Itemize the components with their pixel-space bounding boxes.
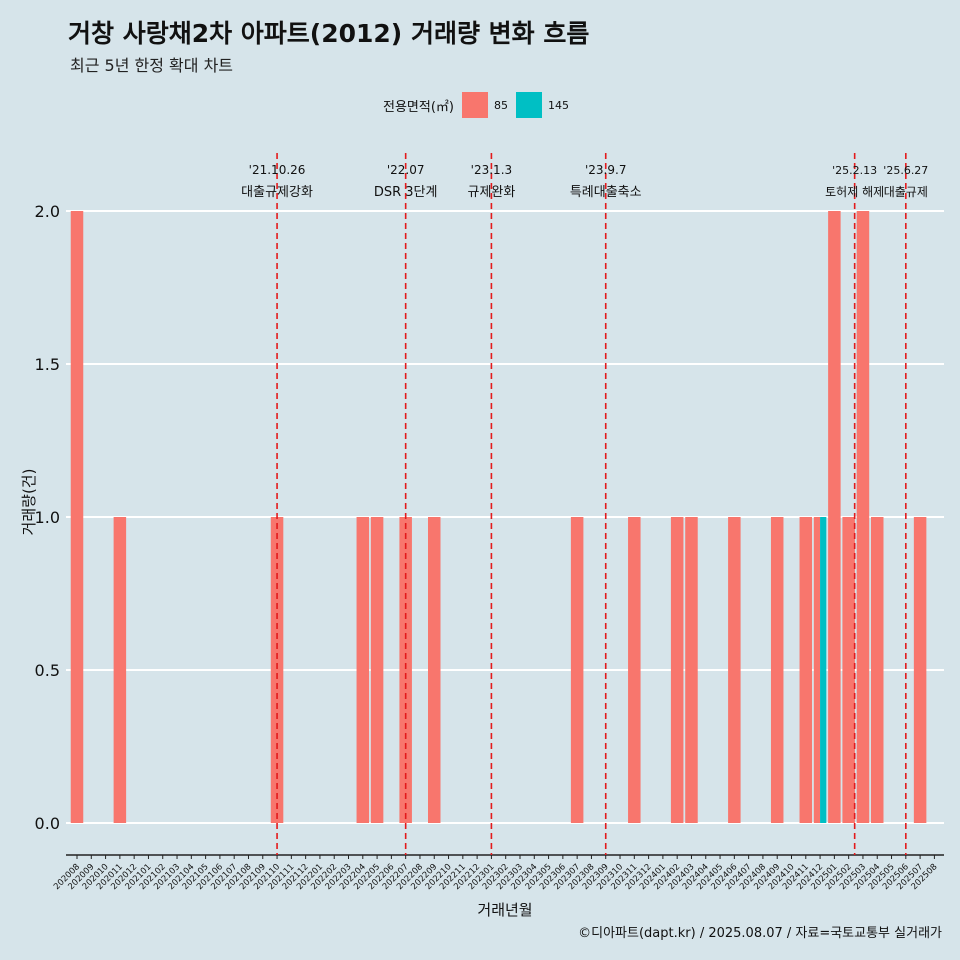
bar-85-202209 <box>428 517 441 823</box>
bar-85-202412 <box>813 517 821 823</box>
y-tick-label: 0.5 <box>35 661 60 680</box>
bar-85-202409 <box>770 517 784 823</box>
event-date: '25.6.27 <box>883 164 928 177</box>
chart-subtitle: 최근 5년 한정 확대 차트 <box>70 56 234 75</box>
bar-85-202406 <box>728 517 741 823</box>
event-date: '23.9.7 <box>585 163 626 177</box>
legend-title: 전용면적(㎡) <box>383 99 454 115</box>
event-label: 대출규제 <box>884 185 928 199</box>
event-label: 규제완화 <box>467 185 515 200</box>
y-tick-label: 1.5 <box>35 355 60 374</box>
event-date: '21.10.26 <box>249 163 306 177</box>
event-label: DSR 3단계 <box>374 185 438 200</box>
bar-85-202204 <box>356 517 370 823</box>
y-axis-title: 거래량(건) <box>20 469 38 536</box>
bar-85-202503 <box>856 211 870 823</box>
chart-title: 거창 사랑채2차 아파트(2012) 거래량 변화 흐름 <box>68 19 590 48</box>
event-date: '25.2.13 <box>832 164 877 177</box>
bar-85-202008 <box>70 211 84 823</box>
legend-label-145: 145 <box>547 98 569 112</box>
legend: 전용면적(㎡) 85 145 <box>0 92 960 118</box>
bar-85-202307 <box>570 517 584 823</box>
event-label: 특례대출축소 <box>570 185 642 200</box>
event-label: 대출규제강화 <box>241 185 313 200</box>
bar-85-202507 <box>913 517 927 823</box>
bar-145-202412 <box>820 517 827 823</box>
bar-85-202403 <box>685 517 698 823</box>
x-axis-title: 거래년월 <box>477 901 532 919</box>
event-label: 토허제 해제 <box>825 185 884 199</box>
source-caption: ©디아파트(dapt.kr) / 2025.08.07 / 자료=국토교통부 실… <box>578 926 942 941</box>
bar-85-202402 <box>670 517 684 823</box>
bar-85-202502 <box>842 517 855 823</box>
legend-label-85: 85 <box>493 98 508 112</box>
legend-swatch-145 <box>515 92 542 118</box>
bar-85-202311 <box>628 517 641 823</box>
event-date: '22.07 <box>387 163 425 177</box>
bar-85-202411 <box>799 517 813 823</box>
y-tick-label: 1.0 <box>35 508 60 527</box>
y-tick-label: 0.0 <box>35 814 60 833</box>
event-date: '23.1.3 <box>471 163 512 177</box>
bar-85-202110 <box>270 517 284 823</box>
bar-85-202501 <box>828 211 841 823</box>
bar-85-202011 <box>113 517 127 823</box>
bar-85-202207 <box>399 517 412 823</box>
bar-85-202205 <box>370 517 384 823</box>
legend-swatch-85 <box>461 92 488 118</box>
y-tick-label: 2.0 <box>35 202 60 221</box>
bar-85-202504 <box>870 517 884 823</box>
